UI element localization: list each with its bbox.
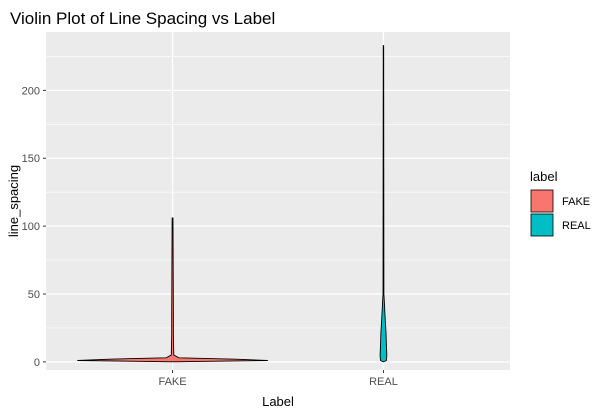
y-tick-label: 0 [34,357,40,369]
legend-label-fake: FAKE [562,196,590,208]
axis-ticks: 0 50 100 150 200 FAKE REAL [22,85,398,388]
y-axis-title: line_spacing [6,165,21,237]
legend-key-fake [530,189,554,213]
x-axis-title: Label [262,394,294,409]
y-tick-label: 150 [22,153,40,165]
y-tick-label: 50 [28,289,40,301]
y-tick-label: 100 [22,221,40,233]
x-tick-label: REAL [369,376,398,388]
violin-real [379,45,388,363]
chart-title: Violin Plot of Line Spacing vs Label [10,9,275,28]
violins [77,45,388,363]
y-tick-label: 200 [22,85,40,97]
legend-label-real: REAL [562,220,591,232]
legend-key-real [530,213,554,237]
x-tick-label: FAKE [158,376,186,388]
legend: label FAKE REAL [530,169,591,237]
plot-panel [46,32,510,370]
violin-fake [77,217,268,363]
legend-title: label [530,169,558,184]
